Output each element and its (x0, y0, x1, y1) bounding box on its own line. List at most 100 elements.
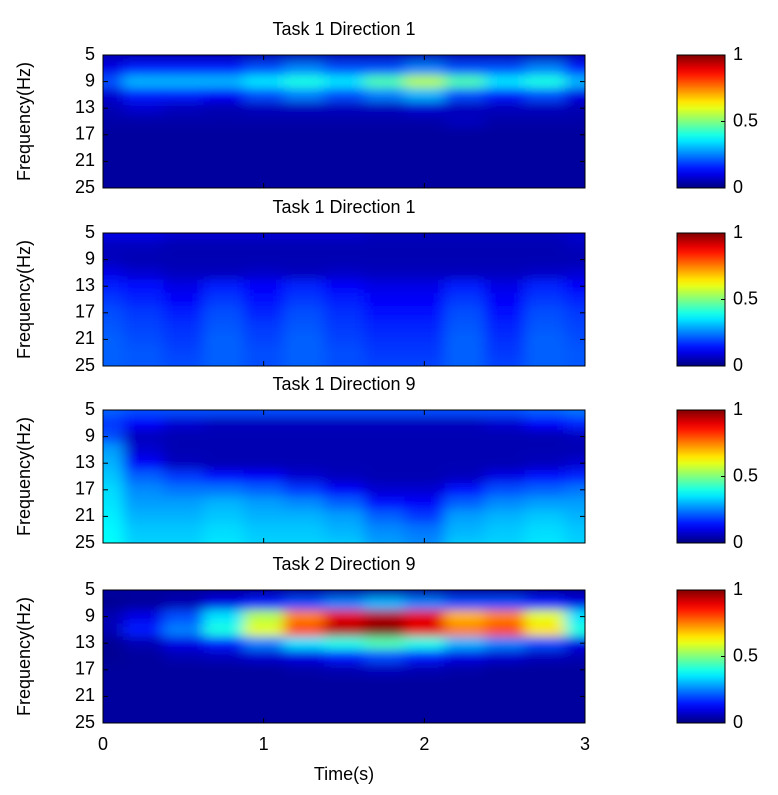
heat-cell (564, 623, 585, 638)
heat-cell (103, 590, 124, 598)
heat-cell (444, 279, 486, 294)
heat-cell (484, 590, 526, 598)
heat-cell (484, 55, 526, 63)
heat-cell (444, 239, 486, 254)
heat-cell (283, 74, 325, 89)
y-tick-label: 9 (85, 70, 95, 90)
heat-cell (163, 596, 204, 611)
heat-cell (564, 252, 585, 267)
heat-cell (564, 483, 585, 497)
heat-cell (283, 590, 325, 598)
heat-cell (484, 716, 526, 723)
heat-cell (484, 114, 526, 129)
heat-cell (203, 279, 245, 294)
heat-cell (123, 676, 164, 691)
heat-cell (524, 689, 566, 704)
heat-cell (123, 663, 164, 677)
y-axis-label: Frequency(Hz) (14, 62, 34, 181)
heat-cell (243, 636, 285, 651)
heat-cell (103, 649, 124, 664)
heat-cell (564, 74, 585, 89)
heat-cell (444, 443, 486, 458)
heat-cell (243, 154, 285, 169)
y-axis-label: Frequency(Hz) (14, 597, 34, 716)
heat-cell (564, 319, 585, 334)
heat-cell (404, 319, 445, 334)
heat-cell (484, 456, 526, 471)
heat-cell (323, 154, 365, 169)
heat-cell (163, 496, 204, 511)
heat-cell (404, 292, 445, 307)
heat-cell (364, 114, 405, 129)
heat-cell (564, 523, 585, 537)
heat-cell (524, 292, 566, 307)
heat-cell (283, 332, 325, 347)
heat-cell (564, 410, 585, 418)
heat-cell (323, 346, 365, 360)
heat-cell (103, 536, 124, 543)
heat-cell (564, 181, 585, 188)
heat-cell (103, 266, 124, 281)
colorbar-tick-label: 0.5 (733, 288, 758, 308)
colorbar (676, 232, 726, 367)
heat-cell (364, 590, 405, 598)
heat-cell (484, 74, 526, 89)
heat-cell (484, 154, 526, 169)
heat-cell (323, 663, 365, 677)
heat-cell (243, 332, 285, 347)
heat-cell (123, 306, 164, 320)
panel-title: Task 2 Direction 9 (272, 554, 415, 574)
heat-cell (283, 509, 325, 524)
heat-cell (444, 154, 486, 169)
heat-cell (323, 623, 365, 638)
heat-cell (364, 154, 405, 169)
heat-cell (484, 609, 526, 624)
heat-cell (163, 233, 204, 241)
heat-cell (404, 443, 445, 458)
heat-cell (323, 509, 365, 524)
heat-cell (564, 676, 585, 691)
heat-cell (323, 114, 365, 129)
heat-cell (283, 181, 325, 188)
heat-cell (484, 416, 526, 431)
colorbar (676, 409, 726, 544)
heat-cell (404, 689, 445, 704)
y-tick-label: 25 (75, 532, 95, 552)
heat-cell (444, 168, 486, 182)
heat-cell (243, 252, 285, 267)
heat-cell (404, 279, 445, 294)
y-tick-label: 13 (75, 97, 95, 117)
heat-cell (524, 141, 566, 156)
heat-cell (364, 332, 405, 347)
heat-cell (444, 469, 486, 484)
heat-cell (484, 233, 526, 241)
heat-cell (364, 483, 405, 497)
colorbar-tick-label: 0.5 (733, 110, 758, 130)
heat-cell (283, 101, 325, 116)
heat-cell (444, 663, 486, 677)
heat-cell (203, 496, 245, 511)
heat-cell (444, 456, 486, 471)
heat-cell (123, 496, 164, 511)
heat-cell (364, 443, 405, 458)
heat-cell (484, 319, 526, 334)
heat-cell (163, 266, 204, 281)
heat-cell (444, 496, 486, 511)
heat-cell (564, 55, 585, 63)
heat-cell (283, 154, 325, 169)
heat-cell (123, 509, 164, 524)
heat-cell (163, 536, 204, 543)
heat-cell (163, 306, 204, 320)
y-axis-label: Frequency(Hz) (14, 240, 34, 359)
heat-cell (123, 443, 164, 458)
heat-cell (283, 689, 325, 704)
heat-cell (123, 101, 164, 116)
heat-cell (444, 114, 486, 129)
heat-cell (123, 154, 164, 169)
heat-cell (283, 292, 325, 307)
heat-cell (203, 252, 245, 267)
colorbar-tick-label: 0.5 (733, 465, 758, 485)
heat-cell (103, 483, 124, 497)
heat-cell (364, 523, 405, 537)
y-tick-label: 5 (85, 44, 95, 64)
